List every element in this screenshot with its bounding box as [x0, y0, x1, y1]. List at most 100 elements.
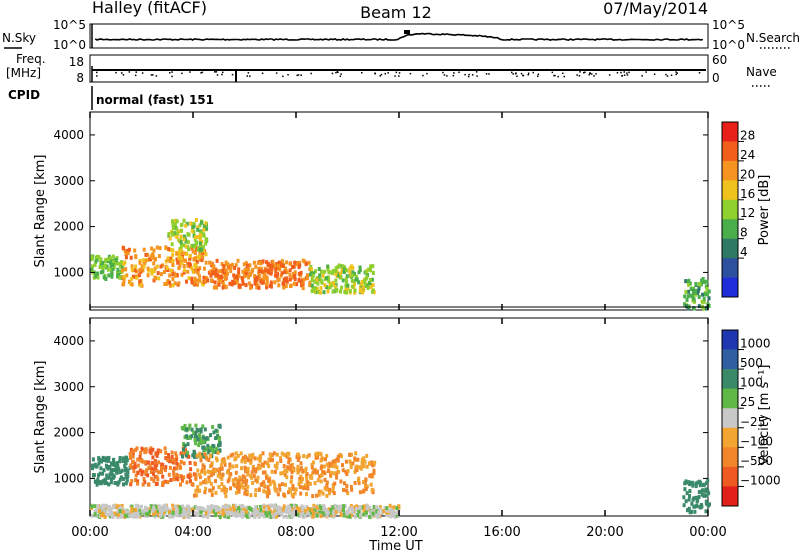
- data-cell: [164, 450, 168, 455]
- data-cell: [345, 511, 349, 516]
- data-cell: [194, 488, 198, 493]
- data-cell: [296, 512, 300, 517]
- data-cell: [268, 503, 272, 508]
- data-cell: [157, 470, 161, 475]
- data-cell: [109, 256, 113, 261]
- data-cell: [290, 265, 294, 270]
- data-cell: [138, 267, 142, 272]
- data-cell: [189, 221, 193, 226]
- data-cell: [91, 264, 94, 269]
- data-cell: [388, 503, 392, 508]
- data-cell: [175, 227, 179, 232]
- data-cell: [171, 277, 175, 281]
- data-cell: [334, 278, 338, 283]
- data-cell: [216, 450, 220, 455]
- data-cell: [207, 512, 211, 517]
- data-cell: [159, 264, 163, 269]
- data-cell: [179, 507, 183, 512]
- data-cell: [302, 454, 306, 459]
- data-cell: [277, 264, 280, 268]
- data-cell: [328, 281, 332, 286]
- data-cell: [121, 268, 125, 273]
- data-cell: [230, 282, 234, 287]
- data-cell: [293, 491, 297, 496]
- data-cell: [229, 265, 233, 270]
- data-cell: [198, 506, 202, 511]
- data-cell: [366, 273, 369, 277]
- data-cell: [280, 271, 284, 276]
- data-cell: [371, 463, 375, 468]
- nave-dot: [247, 72, 250, 74]
- data-cell: [136, 479, 140, 484]
- data-cell: [98, 508, 101, 513]
- data-cell: [110, 274, 114, 279]
- data-cell: [109, 264, 113, 268]
- data-cell: [691, 290, 695, 295]
- data-cell: [284, 266, 288, 271]
- data-cell: [171, 252, 175, 257]
- data-cell: [196, 282, 199, 287]
- data-cell: [706, 488, 710, 493]
- data-cell: [299, 512, 303, 517]
- data-cell: [186, 450, 190, 455]
- data-cell: [697, 286, 701, 291]
- data-cell: [273, 483, 277, 488]
- data-cell: [189, 467, 193, 472]
- data-cell: [255, 275, 259, 280]
- data-cell: [175, 476, 179, 481]
- data-cell: [281, 471, 285, 475]
- data-cell: [377, 513, 381, 518]
- data-cell: [327, 270, 331, 275]
- data-cell: [688, 489, 692, 493]
- data-cell: [282, 285, 286, 290]
- nave-dot: [384, 72, 386, 75]
- data-cell: [369, 268, 373, 273]
- data-cell: [182, 237, 186, 242]
- freq-left-tick-top: 18: [69, 55, 84, 69]
- data-cell: [124, 509, 128, 514]
- power-plot-area: [89, 111, 709, 311]
- data-cell: [373, 460, 377, 465]
- nave-dot: [653, 73, 656, 75]
- data-cell: [274, 488, 278, 493]
- data-cell: [301, 258, 305, 263]
- data-cell: [273, 469, 277, 474]
- data-cell: [279, 459, 283, 463]
- data-cell: [312, 271, 316, 276]
- nave-dot: [122, 74, 125, 76]
- data-cell: [317, 289, 320, 294]
- data-cell: [121, 456, 125, 461]
- data-cell: [98, 265, 102, 269]
- data-cell: [236, 258, 240, 263]
- data-cell: [232, 482, 236, 487]
- data-cell: [365, 275, 369, 280]
- colorbar-tick-label: 16: [740, 187, 755, 201]
- data-cell: [196, 428, 200, 433]
- data-cell: [206, 505, 210, 509]
- data-cell: [283, 452, 287, 457]
- data-cell: [299, 474, 303, 479]
- data-cell: [216, 273, 220, 278]
- data-cell: [331, 289, 335, 294]
- data-cell: [118, 470, 122, 475]
- data-cell: [310, 475, 314, 480]
- data-cell: [313, 481, 317, 486]
- data-cell: [139, 451, 143, 455]
- data-cell: [693, 290, 697, 295]
- data-cell: [249, 285, 252, 290]
- data-cell: [126, 468, 130, 473]
- data-cell: [309, 265, 313, 269]
- data-cell: [231, 504, 235, 509]
- data-cell: [90, 504, 94, 509]
- data-cell: [143, 450, 147, 455]
- data-cell: [350, 487, 354, 492]
- data-cell: [130, 479, 134, 484]
- data-cell: [196, 435, 200, 440]
- data-cell: [173, 281, 177, 286]
- data-cell: [293, 277, 297, 282]
- data-cell: [148, 449, 152, 454]
- data-cell: [102, 275, 106, 280]
- y-tick-label: 3000: [53, 174, 84, 188]
- data-cell: [161, 466, 164, 471]
- data-cell: [361, 460, 365, 464]
